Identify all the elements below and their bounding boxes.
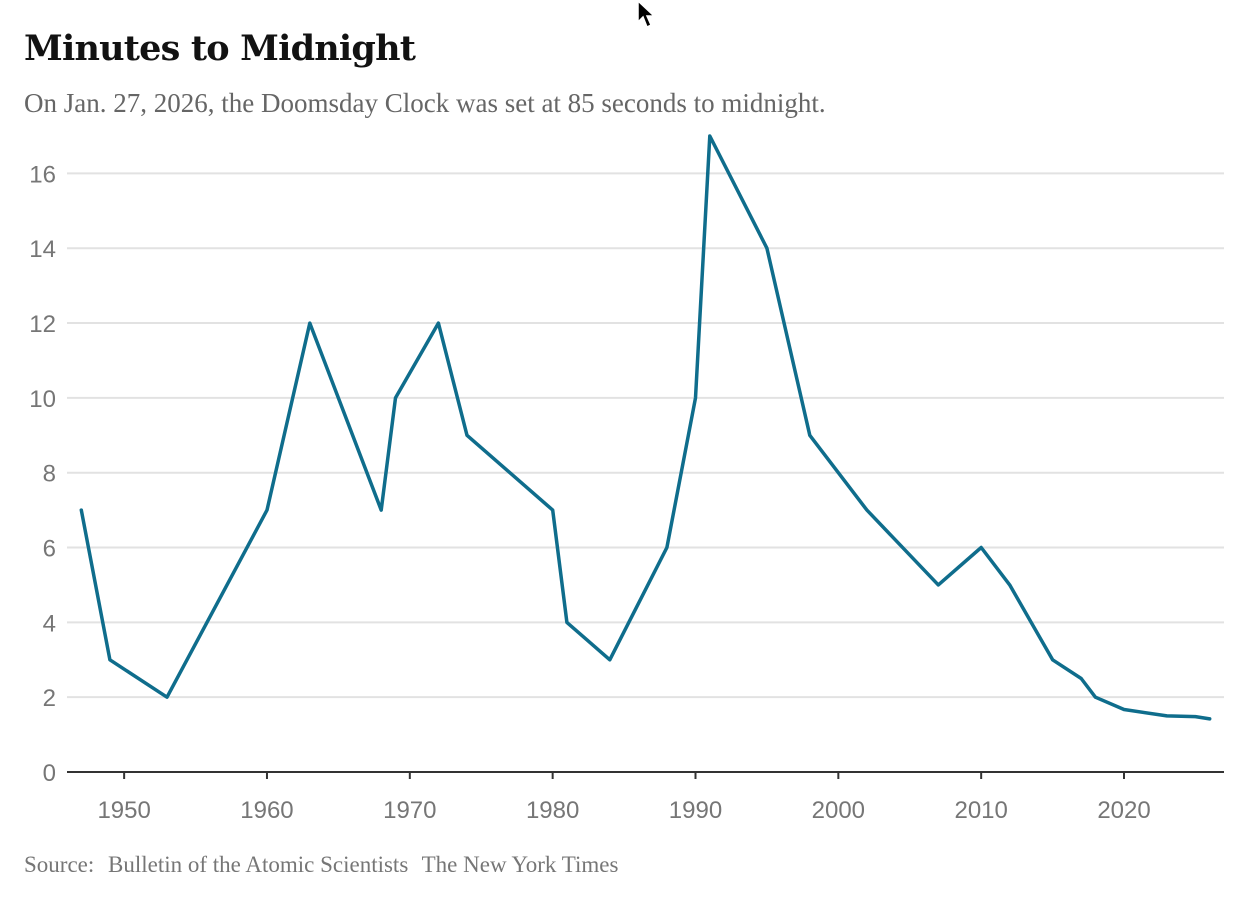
chart-title: Minutes to Midnight xyxy=(24,28,416,69)
y-tick-label: 6 xyxy=(43,536,56,563)
series-line xyxy=(79,134,1212,721)
x-tick-label: 1950 xyxy=(97,797,150,824)
mouse-cursor-icon xyxy=(637,0,656,29)
x-tick-label: 1990 xyxy=(669,797,722,824)
y-tick-label: 4 xyxy=(43,610,56,637)
series-layer xyxy=(79,134,1212,721)
y-tick-label: 0 xyxy=(43,760,56,787)
axes: 0 2 4 6 8 10 12 14 16 1950 1960 1970 1980 1990 2000 201… xyxy=(29,161,1224,824)
x-tick-label: 2020 xyxy=(1097,797,1150,824)
credit-text: The New York Times xyxy=(421,852,619,877)
y-tick-label: 14 xyxy=(29,236,56,263)
x-tick-label: 2010 xyxy=(954,797,1007,824)
y-tick-label: 10 xyxy=(29,386,56,413)
x-tick-label: 1980 xyxy=(526,797,579,824)
gridlines xyxy=(67,172,1224,699)
source-name: Bulletin of the Atomic Scientists xyxy=(108,852,409,877)
source-label: Source: xyxy=(24,852,95,877)
x-tick-label: 2000 xyxy=(812,797,865,824)
y-tick-label: 12 xyxy=(29,311,56,338)
x-tick-label: 1970 xyxy=(383,797,436,824)
y-tick-label: 16 xyxy=(29,161,56,188)
y-tick-label: 2 xyxy=(43,685,56,712)
y-tick-label: 8 xyxy=(43,461,56,488)
chart-subtitle: On Jan. 27, 2026, the Doomsday Clock was… xyxy=(24,88,826,118)
chart-footer: Source: Bulletin of the Atomic Scientist… xyxy=(24,852,626,878)
x-tick-label: 1960 xyxy=(240,797,293,824)
